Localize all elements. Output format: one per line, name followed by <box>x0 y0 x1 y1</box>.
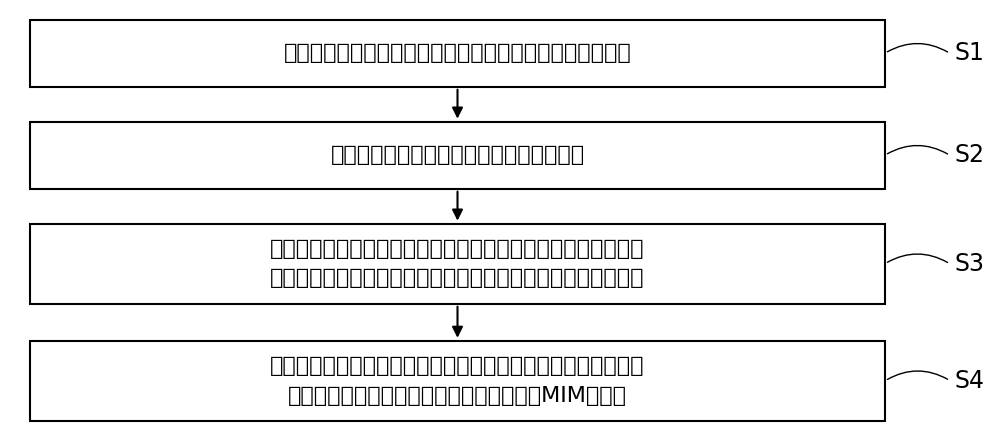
FancyBboxPatch shape <box>30 122 885 189</box>
FancyBboxPatch shape <box>30 224 885 304</box>
Text: S4: S4 <box>955 368 985 393</box>
Text: 在所述光刻标记沟槽中依次沉积光刻标记层以及导电层，并使所
述光刻标记层以及导电层的顶部与所述金属层间介质层顶部齐平: 在所述光刻标记沟槽中依次沉积光刻标记层以及导电层，并使所 述光刻标记层以及导电层… <box>270 239 645 289</box>
FancyBboxPatch shape <box>30 341 885 421</box>
FancyBboxPatch shape <box>30 20 885 87</box>
Text: S3: S3 <box>955 252 985 276</box>
Text: S1: S1 <box>955 41 985 66</box>
Text: 提供半导体衬底，在所述半导体衬底上沉积金属层间介质层: 提供半导体衬底，在所述半导体衬底上沉积金属层间介质层 <box>284 43 631 63</box>
Text: 在所述金属层间介质层、光刻标记层以及导电层上方依次沉积下
电极层、极间介电质层以及上电极层，形成MIM电容器: 在所述金属层间介质层、光刻标记层以及导电层上方依次沉积下 电极层、极间介电质层以… <box>270 356 645 406</box>
Text: 在所述金属层间介质层中形成光刻标记沟槽: 在所述金属层间介质层中形成光刻标记沟槽 <box>330 145 585 165</box>
Text: S2: S2 <box>955 143 985 168</box>
